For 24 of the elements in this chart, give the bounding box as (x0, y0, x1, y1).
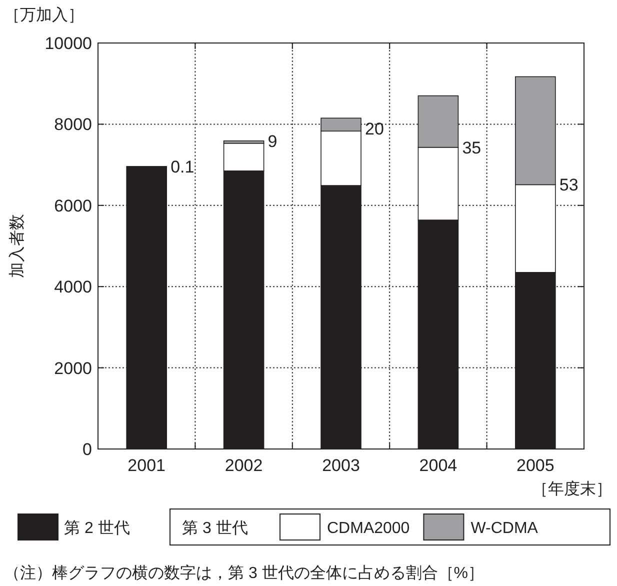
x-tick-label: 2003 (322, 456, 360, 475)
x-tick-label: 2001 (128, 456, 166, 475)
annotation: 35 (462, 138, 482, 158)
legend-label: CDMA2000 (327, 520, 410, 537)
legend-title: 第 3 世代 (182, 519, 248, 537)
annotation: 53 (559, 176, 578, 195)
text: ［万加入］ (4, 6, 84, 24)
y-axis-title: 加入者数 (8, 214, 26, 278)
legend-label: W-CDMA (470, 520, 538, 537)
y-tick-label: 6000 (54, 196, 92, 216)
x-tick-label: 2005 (516, 456, 554, 475)
text: （注）棒グラフの横の数字は，第 3 世代の全体に占める割合［%］ (4, 564, 484, 582)
y-tick-label: 4000 (54, 278, 92, 297)
legend-label: 第 2 世代 (64, 519, 130, 537)
x-axis-title: ［年度末］ (532, 480, 612, 498)
annotation: 9 (268, 132, 278, 151)
y-tick-label: 0 (82, 440, 92, 459)
y-tick-label: 8000 (54, 115, 92, 134)
annotation: 20 (365, 119, 384, 138)
y-tick-label: 2000 (54, 358, 92, 378)
x-tick-label: 2002 (224, 456, 263, 475)
annotation: 0.1 (170, 157, 194, 176)
y-tick-label: 10000 (44, 34, 92, 53)
x-tick-label: 2004 (419, 456, 458, 475)
